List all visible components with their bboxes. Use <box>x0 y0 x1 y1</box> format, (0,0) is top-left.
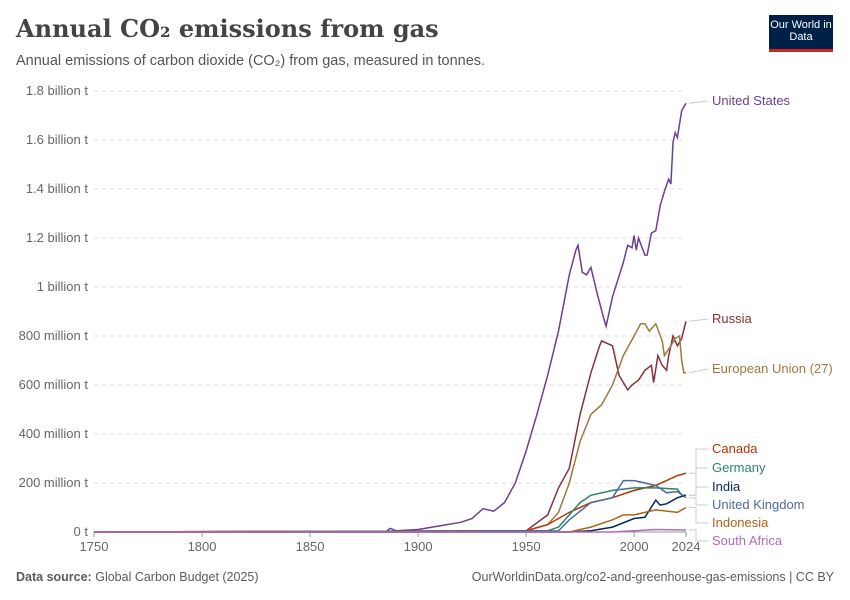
series-label[interactable]: United States <box>712 93 791 108</box>
series-line-european-union-27- <box>93 322 686 533</box>
y-tick-label: 1.2 billion t <box>26 230 89 245</box>
label-connector <box>689 448 708 474</box>
y-tick-label: 1.4 billion t <box>26 181 89 196</box>
x-tick-label: 2024 <box>672 539 701 554</box>
y-tick-label: 200 million t <box>19 475 89 490</box>
series-label[interactable]: India <box>712 479 741 494</box>
y-tick-label: 1 billion t <box>37 279 89 294</box>
x-tick-label: 2000 <box>620 539 649 554</box>
series-label[interactable]: South Africa <box>712 533 783 548</box>
y-tick-label: 1.8 billion t <box>26 83 89 98</box>
series-label[interactable]: Germany <box>712 460 766 475</box>
label-connector <box>689 467 708 496</box>
chart-title: Annual CO₂ emissions from gas <box>16 14 439 43</box>
label-connector <box>689 529 708 542</box>
label-connector <box>689 486 708 496</box>
x-tick-label: 1900 <box>404 539 433 554</box>
label-connector <box>688 100 709 104</box>
series-label[interactable]: European Union (27) <box>712 361 833 376</box>
owid-logo[interactable]: Our World in Data <box>769 15 833 52</box>
series-label[interactable]: Russia <box>712 311 753 326</box>
series-label[interactable]: Indonesia <box>712 515 769 530</box>
footer-url[interactable]: OurWorldinData.org/co2-and-greenhouse-ga… <box>471 570 834 584</box>
label-connector <box>688 368 709 374</box>
label-connector <box>688 318 709 322</box>
chart-subtitle: Annual emissions of carbon dioxide (CO₂)… <box>16 53 486 69</box>
y-tick-label: 400 million t <box>19 426 89 441</box>
series-line-united-states <box>94 102 687 533</box>
series-line-indonesia <box>94 506 687 533</box>
series-label[interactable]: United Kingdom <box>712 497 805 512</box>
series-line-south-africa <box>94 528 687 533</box>
x-tick-label: 1950 <box>512 539 541 554</box>
x-tick-label: 1850 <box>296 539 325 554</box>
x-tick-label: 1800 <box>188 539 217 554</box>
series-line-canada <box>93 472 687 533</box>
y-tick-label: 800 million t <box>19 328 89 343</box>
series-line-germany <box>93 487 686 533</box>
series-line-india <box>94 494 687 533</box>
y-tick-label: 0 t <box>74 524 89 539</box>
series-line-russia <box>93 321 687 533</box>
y-tick-label: 600 million t <box>19 377 89 392</box>
x-tick-label: 1750 <box>80 539 109 554</box>
data-source: Data source: Global Carbon Budget (2025) <box>16 570 259 584</box>
series-line-united-kingdom <box>93 479 687 533</box>
label-connector <box>689 497 708 506</box>
label-connector <box>689 507 708 524</box>
series-label[interactable]: Canada <box>712 441 758 456</box>
y-tick-label: 1.6 billion t <box>26 132 89 147</box>
